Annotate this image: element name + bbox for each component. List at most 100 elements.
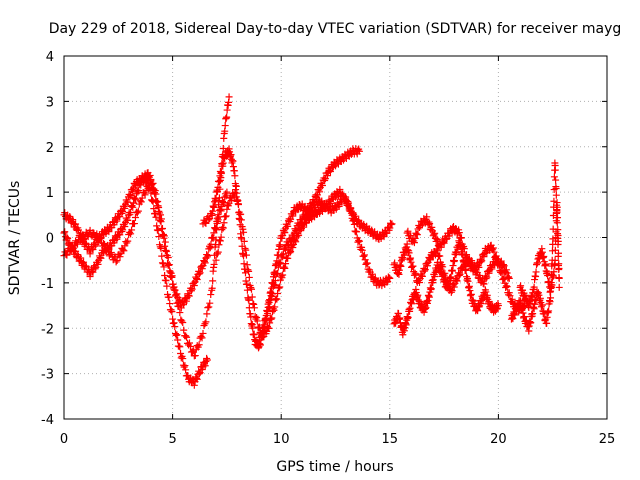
y-tick-label: -2 (41, 322, 54, 337)
data-point (219, 224, 227, 232)
data-point (77, 254, 85, 262)
data-point (550, 173, 558, 181)
data-point (119, 246, 127, 254)
data-point (127, 191, 135, 199)
data-point (206, 299, 214, 307)
data-point (350, 220, 358, 228)
data-point (256, 329, 264, 337)
data-point (193, 275, 201, 283)
data-point (336, 185, 344, 193)
data-point (275, 284, 283, 292)
data-point (147, 177, 155, 185)
data-point (113, 235, 121, 243)
data-point (279, 250, 287, 258)
data-point (500, 262, 508, 270)
data-point (96, 235, 104, 243)
data-point (135, 187, 143, 195)
data-point (355, 237, 363, 245)
y-tick-label: 2 (46, 141, 54, 156)
data-point (171, 323, 179, 331)
data-point (105, 228, 113, 236)
data-point (280, 227, 288, 235)
data-point (80, 258, 88, 266)
data-point (245, 267, 253, 275)
data-point (499, 275, 507, 283)
data-point (155, 233, 163, 241)
data-point (157, 211, 165, 219)
series-track-1 (60, 172, 211, 389)
data-point (130, 220, 138, 228)
data-point (232, 193, 240, 201)
data-point (253, 313, 261, 321)
y-tick-label: 1 (46, 186, 54, 201)
data-point (211, 225, 219, 233)
data-point (150, 205, 158, 213)
data-point (121, 223, 129, 231)
data-point (161, 272, 169, 280)
data-point (355, 236, 363, 244)
data-point (200, 258, 208, 266)
data-point (202, 219, 210, 227)
data-point (165, 261, 173, 269)
data-point (121, 204, 129, 212)
data-point (153, 222, 161, 230)
data-point (248, 285, 256, 293)
data-point (352, 212, 360, 220)
data-point (96, 254, 104, 262)
data-point (214, 248, 222, 256)
data-point (201, 259, 209, 267)
data-point (436, 252, 444, 260)
data-point (431, 229, 439, 237)
data-point (231, 189, 239, 197)
data-point (179, 319, 187, 327)
data-point (411, 269, 419, 277)
data-point (224, 201, 232, 209)
series-track-9 (403, 213, 528, 316)
data-point (494, 259, 502, 267)
data-point (141, 191, 149, 199)
data-point (214, 211, 222, 219)
data-point (205, 216, 213, 224)
data-point (169, 280, 177, 288)
y-tick-label: -1 (41, 277, 54, 292)
data-point (157, 215, 165, 223)
series-track-6 (255, 192, 394, 341)
data-point (203, 354, 211, 362)
data-point (551, 246, 559, 254)
data-point (459, 244, 467, 252)
data-point (281, 264, 289, 272)
data-point (489, 244, 497, 252)
data-point (130, 194, 138, 202)
data-point (124, 198, 132, 206)
data-point (354, 238, 362, 246)
data-point (202, 318, 210, 326)
data-point (173, 331, 181, 339)
data-point (405, 249, 413, 257)
data-point (460, 245, 468, 253)
data-point (188, 348, 196, 356)
data-point (335, 202, 343, 210)
data-point (225, 93, 233, 101)
data-point (277, 272, 285, 280)
data-point (216, 237, 224, 245)
data-point (201, 362, 209, 370)
data-point (538, 301, 546, 309)
y-tick-label: 3 (46, 95, 54, 110)
data-point (265, 324, 273, 332)
series-track-3 (60, 93, 233, 360)
data-point (386, 224, 394, 232)
data-point (86, 250, 94, 258)
data-point (131, 213, 139, 221)
data-point (274, 263, 282, 271)
data-point (439, 263, 447, 271)
data-point (164, 254, 172, 262)
data-point (167, 306, 175, 314)
data-point (552, 185, 560, 193)
data-point (176, 309, 184, 317)
data-point (542, 261, 550, 269)
data-point (204, 251, 212, 259)
data-point (442, 273, 450, 281)
data-point (107, 248, 115, 256)
data-point (186, 342, 194, 350)
data-point (168, 308, 176, 316)
